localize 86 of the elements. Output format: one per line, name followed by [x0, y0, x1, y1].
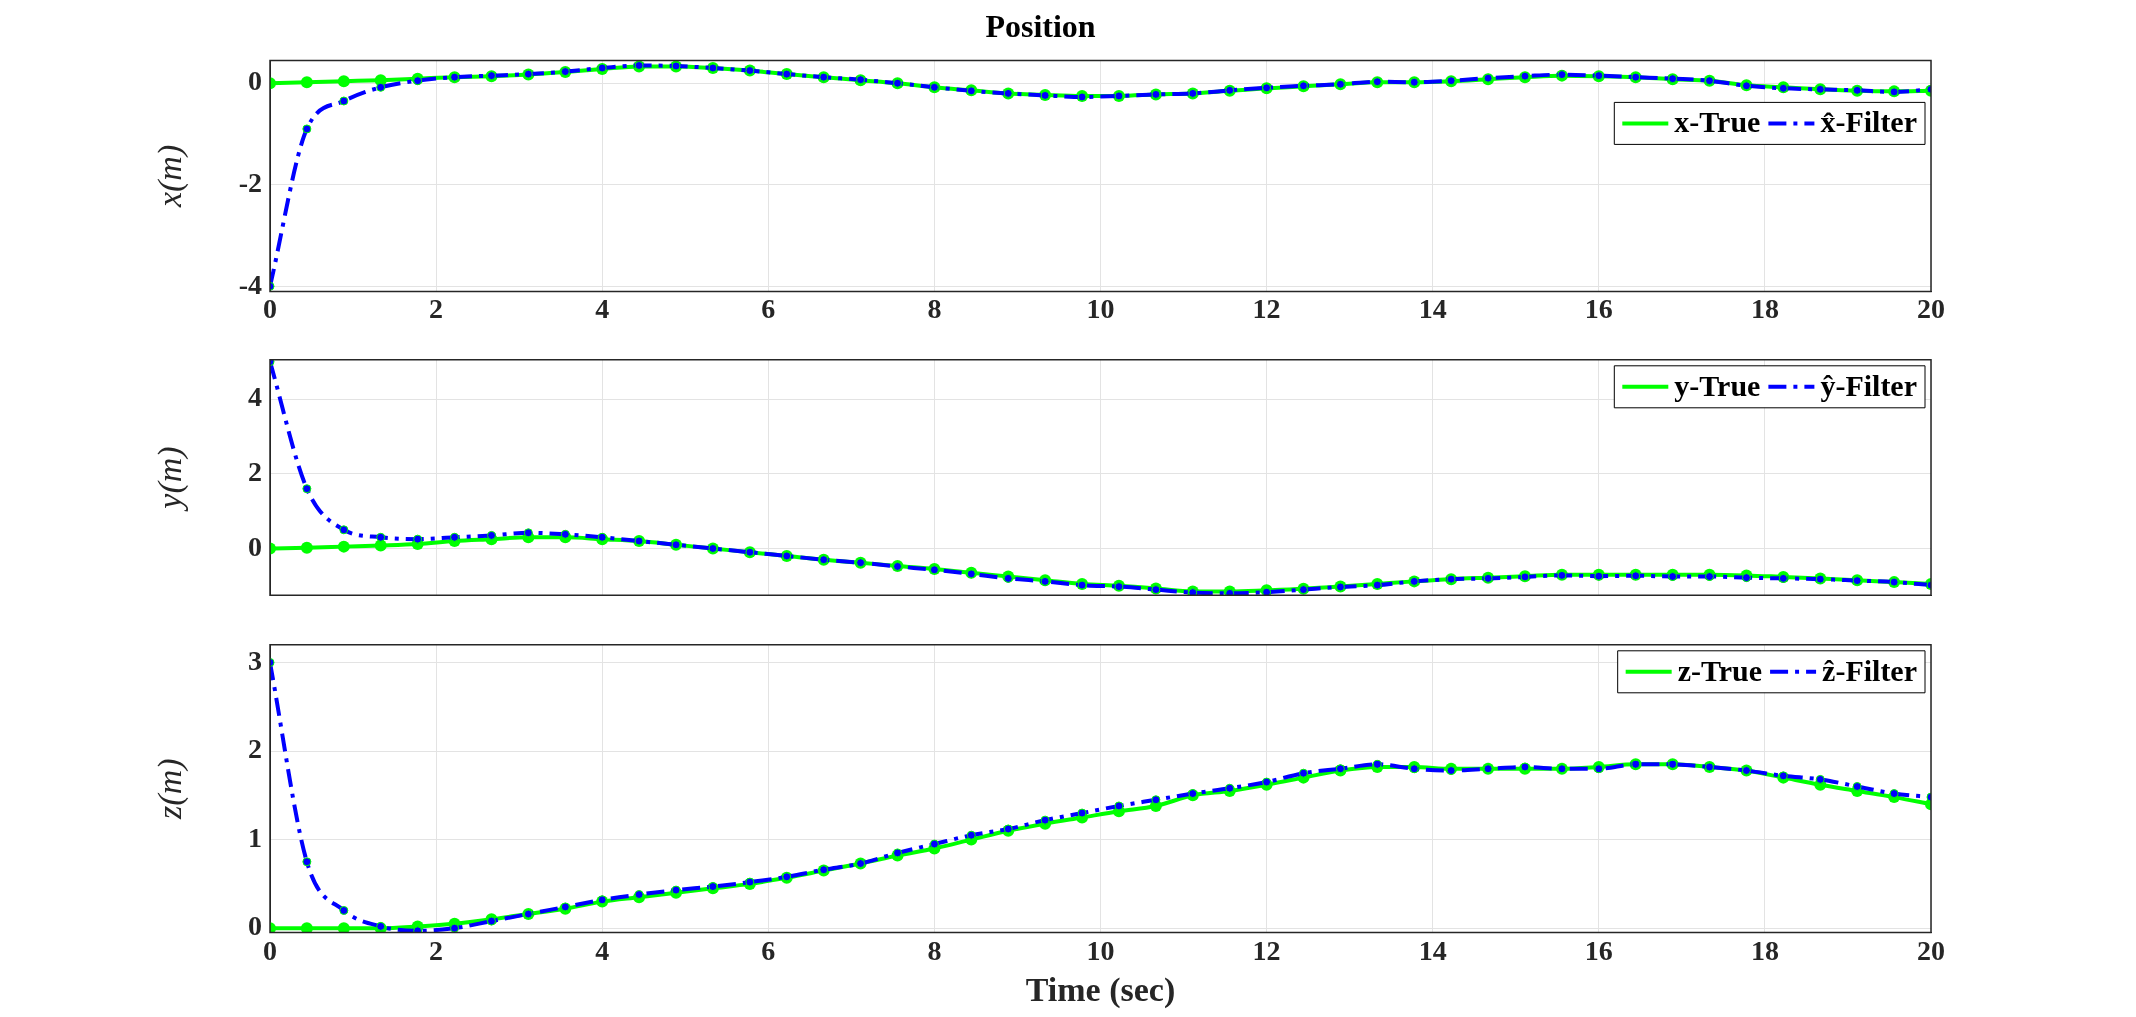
point [300, 76, 313, 89]
point [376, 532, 386, 542]
legend-label: ŷ-Filter [1820, 368, 1917, 402]
x-tick-label: 2 [429, 293, 444, 325]
y-tick-label: 4 [248, 381, 262, 413]
point [302, 484, 312, 494]
point [1668, 572, 1678, 582]
legend-label: ẑ-Filter [1822, 653, 1917, 687]
legend-label: y-True [1674, 368, 1761, 402]
y-tick-label: 1 [248, 821, 262, 853]
x-tick-label: 6 [761, 934, 776, 966]
y-tick-label: 0 [248, 65, 262, 97]
x-tick-label: 12 [1252, 934, 1281, 966]
legend-label: x̂-Filter [1820, 105, 1917, 139]
point [1372, 759, 1382, 769]
line-series [270, 60, 1931, 291]
x-tick-label: 20 [1917, 293, 1945, 325]
point [1077, 808, 1087, 818]
point [671, 885, 681, 895]
y-tick-label: 2 [248, 456, 262, 487]
legend-label: x-True [1674, 105, 1761, 139]
legend-label: z-True [1677, 653, 1763, 687]
x-tick-label: 18 [1750, 293, 1779, 325]
point [413, 926, 423, 933]
line-series [270, 359, 1931, 596]
point [413, 76, 423, 86]
y-axis-title: z(m) [151, 758, 190, 820]
y-axis-title: x(m) [151, 144, 190, 209]
point [450, 923, 460, 933]
point [300, 922, 313, 933]
point [1151, 795, 1161, 805]
x-tick-label: 10 [1086, 293, 1115, 325]
point [1446, 766, 1456, 776]
point [523, 528, 533, 538]
x-tick-label: 16 [1584, 934, 1613, 966]
y-tick-label: 3 [248, 644, 262, 676]
point [1889, 789, 1899, 799]
point [339, 525, 349, 535]
x-tick-label: 8 [927, 934, 942, 966]
x-axis-title: Time (sec) [1025, 971, 1176, 1010]
point [302, 857, 312, 867]
point [634, 890, 644, 900]
y-tick-label: 0 [248, 910, 262, 942]
x-tick-label: 14 [1418, 934, 1447, 966]
point [1298, 768, 1308, 778]
x-tick-label: 18 [1750, 934, 1779, 966]
x-tick-label: 12 [1252, 293, 1281, 325]
point [339, 905, 349, 915]
point [337, 75, 350, 88]
point [966, 830, 976, 840]
y-tick-label: -4 [238, 268, 262, 300]
point [1741, 573, 1751, 583]
point [1114, 801, 1124, 811]
y-tick-label: -2 [238, 167, 262, 199]
point [1852, 781, 1862, 791]
point [1705, 572, 1715, 582]
point [1225, 783, 1235, 793]
y-tick-label: 2 [248, 733, 262, 765]
x-tick-label: 20 [1917, 934, 1945, 966]
point [302, 124, 312, 134]
point [337, 922, 350, 933]
y-axis-title: y(m) [151, 446, 190, 512]
point [597, 532, 607, 542]
point [1262, 777, 1272, 787]
point [339, 96, 349, 106]
y-tick-label: 0 [248, 530, 262, 562]
point [1040, 815, 1050, 825]
point [413, 534, 423, 544]
point [1815, 774, 1825, 784]
x-tick-label: 2 [429, 934, 444, 966]
x-tick-label: 4 [595, 934, 610, 966]
point [450, 532, 460, 542]
x-tick-label: 10 [1086, 934, 1115, 966]
chart-title: Position [985, 8, 1096, 45]
point [337, 540, 350, 553]
point [929, 839, 939, 849]
x-tick-label: 6 [761, 293, 776, 325]
x-tick-label: 8 [927, 293, 942, 325]
point [486, 530, 496, 540]
x-tick-label: 4 [595, 293, 610, 325]
point [560, 529, 570, 539]
point [300, 541, 313, 554]
x-tick-label: 16 [1584, 293, 1613, 325]
point [893, 848, 903, 858]
x-tick-label: 14 [1418, 293, 1447, 325]
point [376, 82, 386, 92]
